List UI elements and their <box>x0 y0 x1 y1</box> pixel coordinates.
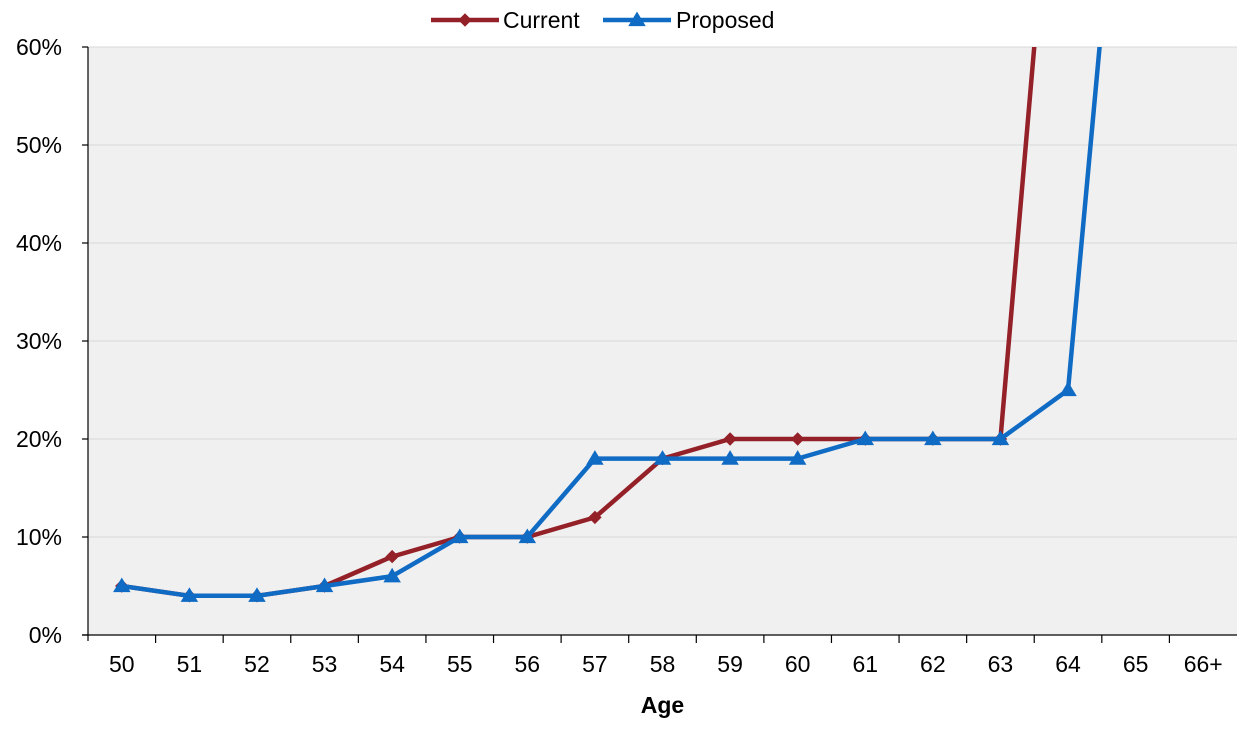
data-point <box>180 587 199 602</box>
x-tick-label: 59 <box>717 651 743 677</box>
data-point <box>315 577 334 593</box>
x-tick-label: 60 <box>785 651 811 677</box>
axes <box>82 46 1237 643</box>
y-tick-label: 10% <box>16 524 62 550</box>
series-proposed <box>113 47 1102 602</box>
y-tick-label: 60% <box>16 34 62 60</box>
data-point <box>518 528 537 544</box>
legend-item-current: Current <box>431 7 580 33</box>
legend-item-proposed: Proposed <box>603 7 774 33</box>
data-point <box>790 432 805 446</box>
legend-label: Proposed <box>676 7 774 33</box>
data-point <box>1059 381 1077 397</box>
legend-label: Current <box>503 7 580 33</box>
y-tick-label: 20% <box>16 426 62 452</box>
data-point <box>385 549 399 564</box>
data-point <box>721 450 739 465</box>
data-point <box>991 430 1010 446</box>
data-point <box>788 450 807 465</box>
x-tick-label: 53 <box>312 651 338 677</box>
x-tick-label: 64 <box>1055 651 1081 677</box>
x-tick-label: 61 <box>852 651 878 677</box>
x-tick-label: 66+ <box>1184 651 1223 677</box>
x-tick-label: 62 <box>920 651 946 677</box>
y-tick-label: 30% <box>16 328 62 354</box>
data-point <box>924 430 942 446</box>
data-point <box>588 510 602 525</box>
data-point <box>856 430 875 446</box>
data-point <box>248 587 266 602</box>
x-tick-label: 65 <box>1123 651 1149 677</box>
x-tick-label: 56 <box>515 651 541 677</box>
x-tick-label: 57 <box>582 651 608 677</box>
x-tick-label: 55 <box>447 651 473 677</box>
legend-marker <box>628 11 646 27</box>
series <box>113 47 1102 603</box>
x-tick-label: 54 <box>379 651 405 677</box>
x-tick-label: 50 <box>109 651 135 677</box>
x-tick-label: 52 <box>244 651 270 677</box>
gridlines <box>88 46 1237 538</box>
tick-labels: 0% 10% 20% 30% 40% 50% 60% 50 51 52 53 54 55 56 57 58 59… <box>16 34 1223 677</box>
data-point <box>383 567 401 583</box>
y-tick-label: 50% <box>16 132 62 158</box>
data-point <box>653 450 672 465</box>
data-point <box>113 577 131 593</box>
data-point <box>450 528 469 544</box>
x-tick-label: 51 <box>177 651 203 677</box>
y-tick-label: 0% <box>29 622 62 648</box>
x-tick-label: 58 <box>650 651 676 677</box>
x-tick-label: 63 <box>988 651 1014 677</box>
x-axis-title: Age <box>641 692 684 718</box>
y-tick-label: 40% <box>16 230 62 256</box>
data-point <box>723 432 737 446</box>
data-point <box>586 450 604 465</box>
legend: Current Proposed <box>431 7 774 33</box>
legend-marker <box>458 13 472 27</box>
